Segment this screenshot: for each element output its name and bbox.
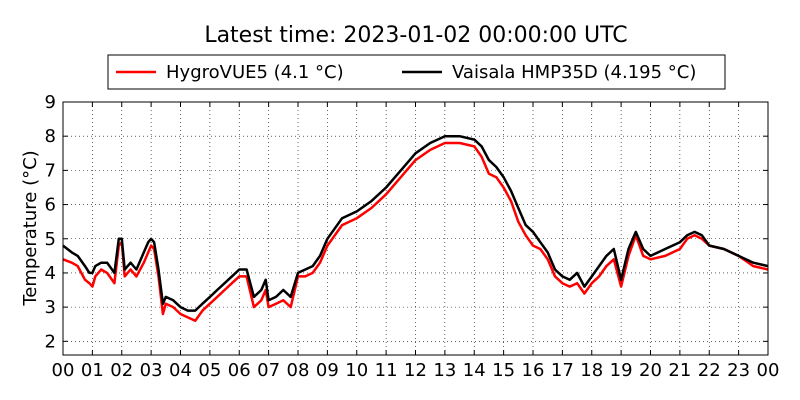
x-tick-label: 03 bbox=[140, 360, 163, 381]
y-axis-label: Temperature (°C) bbox=[20, 150, 41, 306]
x-tick-label: 10 bbox=[345, 360, 368, 381]
x-tick-label: 13 bbox=[433, 360, 456, 381]
x-tick-label: 15 bbox=[492, 360, 515, 381]
x-tick-label: 20 bbox=[639, 360, 662, 381]
series-line-hygrovue5 bbox=[62, 141, 769, 323]
x-tick-label: 21 bbox=[668, 360, 691, 381]
x-tick-label: 00 bbox=[52, 360, 75, 381]
x-tick-label: 19 bbox=[610, 360, 633, 381]
x-tick-label: 22 bbox=[698, 360, 721, 381]
x-tick-label: 02 bbox=[110, 360, 133, 381]
x-tick-label: 08 bbox=[287, 360, 310, 381]
x-tick-label: 01 bbox=[81, 360, 104, 381]
x-tick-label: 14 bbox=[463, 360, 486, 381]
x-tick-label: 00 bbox=[757, 360, 780, 381]
y-axis: 2 3 4 5 6 7 8 9 bbox=[45, 92, 768, 352]
series-layer bbox=[62, 134, 769, 323]
x-tick-label: 06 bbox=[228, 360, 251, 381]
legend: HygroVUE5 (4.1 °C) Vaisala HMP35D (4.195… bbox=[107, 54, 726, 90]
plot-area-frame bbox=[62, 101, 769, 356]
y-tick-label: 3 bbox=[45, 297, 56, 318]
x-tick-label: 18 bbox=[580, 360, 603, 381]
y-tick-label: 8 bbox=[45, 126, 56, 147]
x-axis: 00 01 02 03 04 05 06 07 08 09 10 11 12 13 14 15 16 17 18 19… bbox=[52, 102, 780, 381]
x-tick-label: 07 bbox=[257, 360, 280, 381]
x-tick-label: 23 bbox=[727, 360, 750, 381]
chart-title: Latest time: 2023-01-02 00:00:00 UTC bbox=[204, 23, 627, 48]
y-tick-label: 6 bbox=[45, 195, 56, 216]
x-tick-label: 09 bbox=[316, 360, 339, 381]
y-tick-label: 9 bbox=[45, 92, 56, 113]
x-tick-label: 16 bbox=[522, 360, 545, 381]
x-tick-label: 11 bbox=[375, 360, 398, 381]
legend-label-hygrovue5: HygroVUE5 (4.1 °C) bbox=[166, 62, 344, 83]
series-line-vaisala-hmp35d bbox=[62, 134, 769, 312]
y-tick-label: 5 bbox=[45, 229, 56, 250]
x-tick-label: 04 bbox=[169, 360, 192, 381]
legend-label-vaisala: Vaisala HMP35D (4.195 °C) bbox=[452, 62, 696, 83]
y-tick-label: 2 bbox=[45, 331, 56, 352]
grid bbox=[63, 101, 768, 355]
y-tick-label: 4 bbox=[45, 263, 56, 284]
x-tick-label: 12 bbox=[404, 360, 427, 381]
x-tick-label: 17 bbox=[551, 360, 574, 381]
x-tick-label: 05 bbox=[198, 360, 221, 381]
y-tick-label: 7 bbox=[45, 160, 56, 181]
